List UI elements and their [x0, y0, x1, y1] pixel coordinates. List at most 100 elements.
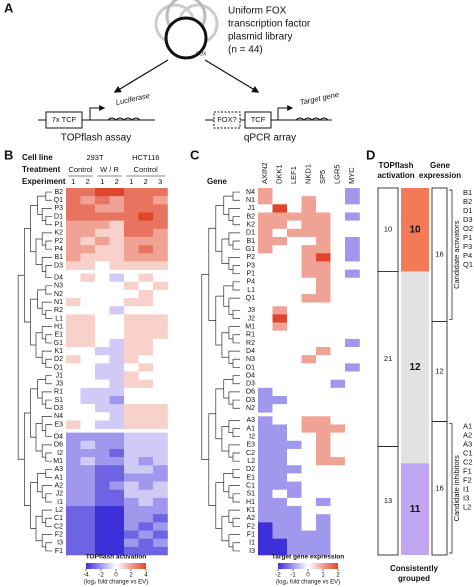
colorbar-tick-label: 1 — [321, 573, 325, 579]
heatmap-cell — [109, 404, 125, 413]
row-label: M1 — [53, 458, 63, 465]
assay-title: qPCR array — [244, 133, 296, 144]
heatmap-cell — [316, 506, 331, 515]
dendrogram — [45, 216, 52, 226]
heatmap-cell — [316, 347, 331, 356]
heatmap-cell — [287, 188, 302, 197]
colorbar-title: TOPflash activation — [86, 554, 147, 561]
header-label: expression — [419, 171, 461, 180]
footer-label: grouped — [398, 574, 430, 583]
heatmap-cell — [287, 457, 302, 466]
row-label: Q1 — [246, 295, 255, 302]
heatmap-cell — [138, 314, 154, 323]
heatmap-cell — [330, 432, 346, 442]
heatmap-cell — [124, 546, 139, 556]
dendrogram — [232, 399, 240, 409]
group-count: 16 — [435, 483, 443, 492]
heatmap-cell — [95, 473, 110, 482]
heatmap-cell — [80, 432, 96, 442]
heatmap-cell — [272, 314, 288, 323]
row-label: P3 — [54, 205, 63, 212]
heatmap-cell — [109, 306, 125, 315]
heatmap-cell — [272, 395, 288, 405]
row-label: I2 — [249, 434, 255, 441]
heatmap-cell — [272, 424, 288, 433]
dendrogram — [45, 493, 52, 503]
heatmap-cell — [330, 196, 346, 205]
heatmap-cell — [95, 298, 110, 307]
heatmap-cell — [316, 338, 331, 348]
heatmap-cell — [272, 440, 288, 450]
heatmap-cell — [66, 314, 81, 323]
row-label: E1 — [54, 332, 63, 339]
heatmap-cell — [316, 440, 331, 450]
heatmap-cell — [258, 314, 273, 323]
gene-name: C2 — [463, 458, 473, 467]
dendrogram — [232, 281, 240, 291]
dendrogram — [37, 473, 46, 493]
heatmap-cell — [272, 473, 288, 482]
dendrogram — [232, 375, 240, 385]
heatmap-cell — [109, 298, 125, 307]
heatmap-cell — [272, 188, 288, 197]
plasmid-library: FOX — [154, 0, 219, 60]
row-label: P4 — [246, 279, 255, 286]
heatmap-cell — [124, 330, 139, 340]
row-label: I3 — [249, 548, 255, 555]
heatmap-cell — [124, 228, 139, 238]
heatmap-cell — [66, 395, 81, 405]
heatmap-cell — [287, 522, 302, 531]
dendrogram — [215, 482, 224, 529]
dendrogram — [41, 208, 52, 221]
heatmap-cell — [66, 448, 81, 458]
heatmap-cell — [153, 489, 168, 499]
heatmap-cell — [80, 298, 96, 307]
heatmap-cell — [153, 281, 168, 291]
heatmap-cell — [66, 473, 81, 482]
heatmap-cell — [124, 387, 139, 397]
heatmap-cell — [301, 514, 317, 523]
dendrogram — [232, 265, 240, 275]
heatmap-cell — [138, 497, 154, 507]
treatment: Control — [134, 165, 159, 174]
heatmap-cell — [287, 448, 302, 458]
heatmap-cell — [138, 273, 154, 283]
heatmap-cell — [124, 432, 139, 442]
dendrogram — [41, 391, 52, 405]
heatmap-cell — [153, 371, 168, 380]
header-label: Experiment — [22, 177, 66, 186]
row-label: J1 — [248, 205, 256, 212]
header-label: TOPflash — [379, 161, 414, 170]
heatmap-cell — [124, 448, 139, 458]
heatmap-cell — [345, 379, 360, 389]
heatmap-cell — [95, 347, 110, 356]
row-label: O6 — [246, 389, 255, 396]
heatmap-cell — [124, 530, 139, 539]
heatmap-cell — [316, 387, 331, 397]
heatmap-cell — [272, 347, 288, 356]
heatmap-cell — [272, 522, 288, 531]
group-count: 12 — [409, 362, 421, 373]
heatmap-cell — [316, 379, 331, 389]
row-label: I1 — [57, 499, 63, 506]
heatmap-cell — [287, 538, 302, 548]
gene-label: AXIN2 — [260, 162, 269, 184]
heatmap-cell — [345, 347, 360, 356]
heatmap-cell — [301, 416, 317, 425]
heatmap-cell — [109, 273, 125, 283]
heatmap-cell — [109, 253, 125, 262]
heatmap-cell — [95, 236, 110, 246]
row-label: A1 — [54, 474, 63, 481]
row-label: J3 — [248, 307, 256, 314]
reporter-label: Luciferase — [115, 91, 151, 107]
heatmap-cell — [272, 330, 288, 340]
row-label: B1 — [246, 238, 255, 245]
row-label: D4 — [54, 275, 63, 282]
heatmap-cell — [66, 506, 81, 515]
dendrogram — [45, 191, 52, 201]
heatmap-cell — [287, 236, 302, 246]
row-label: O6 — [54, 442, 63, 449]
heatmap-cell — [109, 204, 125, 213]
row-label: B2 — [246, 213, 255, 220]
